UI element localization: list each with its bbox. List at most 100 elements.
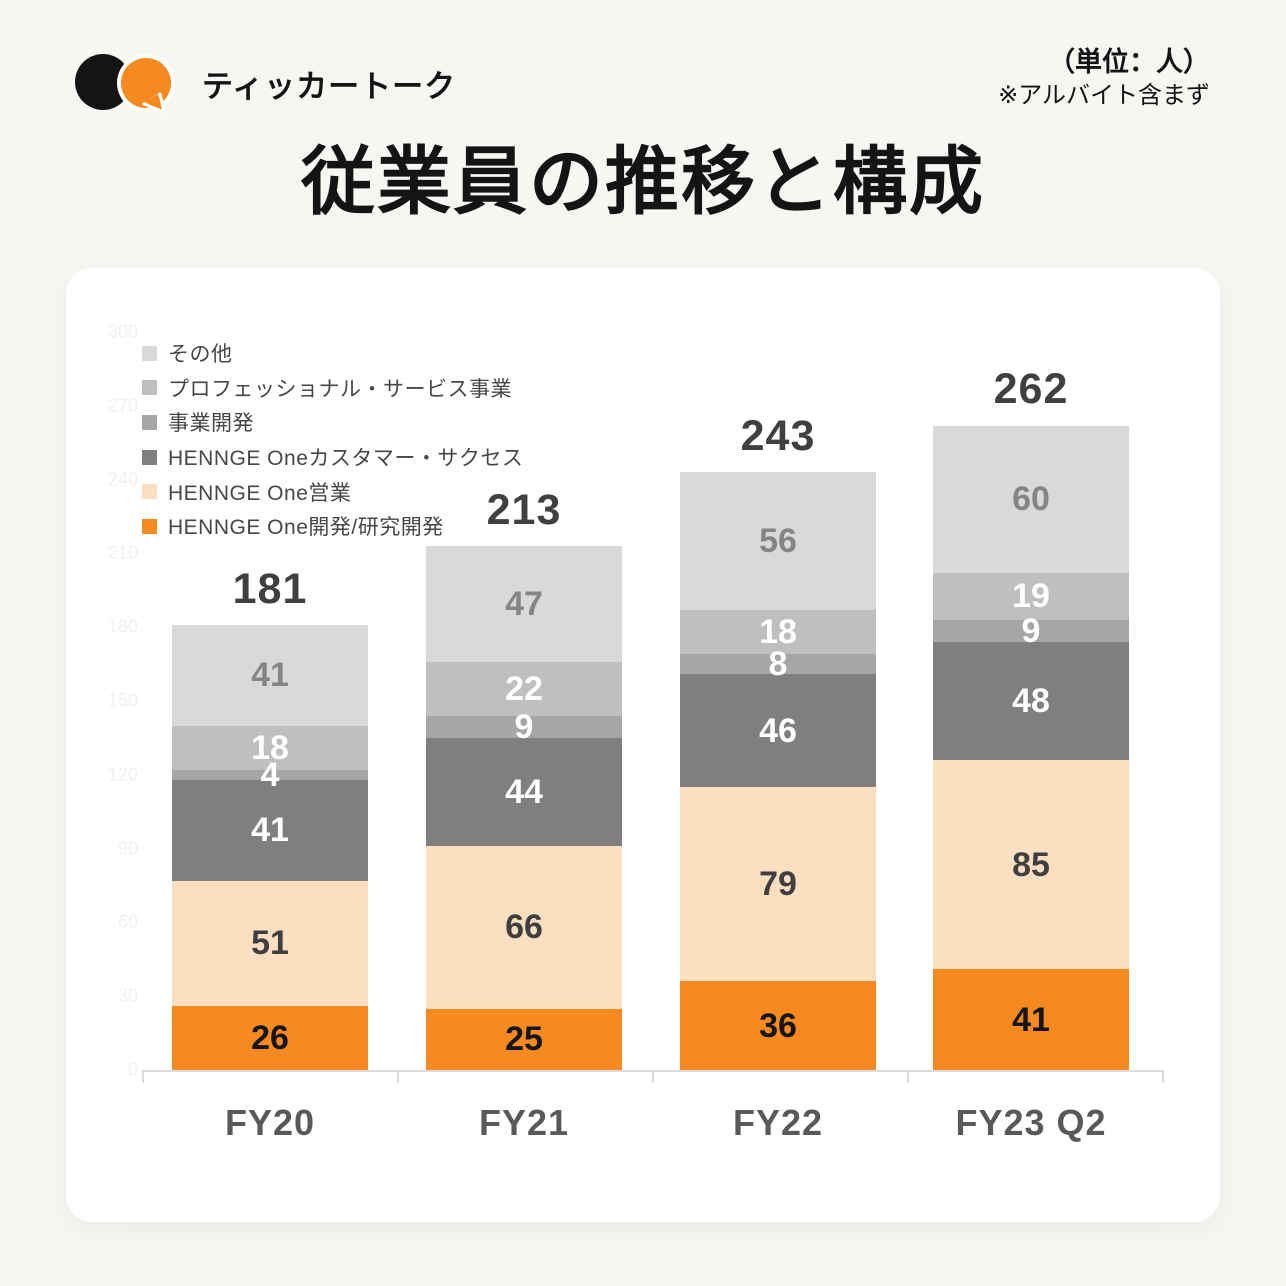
bar-segment-value: 36 [759, 1006, 797, 1045]
bar-segment-value: 8 [768, 645, 788, 684]
logo-text: ティッカートーク [202, 68, 457, 104]
bar-segment-value: 47 [505, 584, 543, 623]
x-axis-tick [397, 1070, 399, 1083]
legend-swatch-icon [142, 449, 157, 465]
bar-segment-value: 25 [505, 1020, 543, 1059]
chart-card: その他プロフェッショナル・サービス事業 事業開発 HENNGE Oneカスタマー・サ… [66, 268, 1220, 1222]
bar-segment-value: 79 [759, 865, 797, 904]
y-axis-tick-label: 120 [107, 764, 138, 785]
bar-segment-value: 22 [505, 669, 543, 708]
y-axis-tick-label: 300 [107, 321, 138, 342]
bar-segment [172, 769, 368, 780]
bar-segment [933, 641, 1129, 761]
unit-note-line1: （単位：人） [1048, 47, 1210, 77]
bar-segment [172, 624, 368, 726]
bar-segment-value: 66 [505, 908, 543, 947]
x-axis-label: FY23 Q2 [955, 1102, 1107, 1143]
logo-icon-svg [75, 54, 175, 114]
y-axis-tick-label: 90 [117, 838, 138, 859]
bar-total-label: 181 [232, 564, 308, 613]
bar-segment [426, 546, 622, 662]
bar-segment-value: 41 [251, 656, 289, 695]
legend-label: プロフェッショナル・サービス事業 [168, 377, 512, 401]
y-axis-tick-label: 60 [117, 911, 138, 932]
chart-legend: その他プロフェッショナル・サービス事業 事業開発 HENNGE Oneカスタマー・サ… [142, 336, 523, 544]
bar-segment-value: 4 [260, 755, 280, 794]
bar-segment [426, 1008, 622, 1070]
legend-item: HENNGE One開発/研究開発 [142, 509, 523, 544]
bar-segment [680, 787, 876, 982]
x-axis-tick [1162, 1070, 1164, 1083]
y-axis-tick-label: 210 [107, 542, 138, 563]
bar-segment-value: 26 [251, 1019, 289, 1058]
bar-segment-value: 51 [251, 924, 289, 963]
bar-total-label: 213 [486, 486, 562, 535]
legend-label: 事業開発 [168, 412, 254, 436]
x-axis-tick [142, 1070, 144, 1083]
logo-speech-bubbles-icon [74, 52, 186, 114]
y-axis-tick-label: 180 [107, 616, 138, 637]
bar-segment [680, 472, 876, 610]
bar-segment [680, 673, 876, 788]
bar-segment-value: 18 [251, 728, 289, 767]
x-axis-label: FY21 [478, 1102, 570, 1143]
unit-note-line2: ※アルバイト含まず [998, 82, 1210, 110]
bar-segment [172, 880, 368, 1007]
legend-item: その他 [142, 336, 523, 371]
bar-column-fy21: 25 66 44 9 22 47 [426, 268, 622, 1070]
bar-segment [933, 619, 1129, 642]
bar-segment-value: 60 [1012, 480, 1050, 519]
bar-segment [172, 1006, 368, 1070]
legend-item: HENNGE One営業 [142, 474, 523, 509]
logo: ティッカートーク [74, 52, 456, 114]
bar-segment [172, 725, 368, 770]
x-axis-label: FY20 [224, 1102, 316, 1143]
bar-segment [426, 661, 622, 716]
legend-label: HENNGE One営業 [168, 481, 352, 505]
legend-item: プロフェッショナル・サービス事業 [142, 371, 523, 406]
x-axis-label: FY22 [732, 1102, 824, 1143]
stacked-bar-chart: 0 30 60 90 120 150 180 210 240 270 300 26 51 41 4 18 41 1… [66, 268, 1220, 1222]
bar-segment-value: 85 [1012, 845, 1050, 884]
bar-segment [172, 779, 368, 881]
legend-item: 事業開発 [142, 405, 523, 440]
bar-segment [426, 715, 622, 738]
legend-swatch-icon [142, 380, 157, 396]
bar-segment-value: 9 [1021, 611, 1041, 650]
bar-segment-value: 18 [759, 613, 797, 652]
legend-swatch-icon [142, 518, 157, 534]
x-axis-tick [652, 1070, 654, 1083]
bar-column-fy23-q2: 41 85 48 9 19 60 [933, 268, 1129, 1070]
x-axis-tick [907, 1070, 909, 1083]
bar-segment [426, 846, 622, 1009]
bar-segment-value: 19 [1012, 577, 1050, 616]
bar-segment-value: 44 [505, 773, 543, 812]
y-axis-tick-label: 270 [107, 395, 138, 416]
legend-swatch-icon [142, 414, 157, 430]
legend-swatch-icon [142, 345, 157, 361]
bar-total-label: 243 [740, 412, 816, 461]
bar-segment [680, 981, 876, 1070]
bar-segment-value: 41 [1012, 1000, 1050, 1039]
y-axis-tick-label: 240 [107, 469, 138, 490]
bar-segment [933, 425, 1129, 574]
bar-column-fy20: 26 51 41 4 18 41 [172, 268, 368, 1070]
legend-label: その他 [168, 343, 233, 367]
y-axis-tick-label: 30 [117, 985, 138, 1006]
legend-item: HENNGE Oneカスタマー・サクセス [142, 440, 523, 475]
y-axis-tick-label: 150 [107, 690, 138, 711]
bar-segment-value: 41 [251, 811, 289, 850]
legend-label: HENNGE One開発/研究開発 [168, 516, 444, 540]
y-axis-tick-label: 0 [127, 1059, 138, 1080]
page-title: 従業員の推移と構成 [301, 140, 985, 223]
bar-segment [933, 760, 1129, 970]
legend-label: HENNGE Oneカスタマー・サクセス [168, 447, 524, 471]
unit-note: （単位：人） ※アルバイト含まず [998, 44, 1210, 113]
bar-segment-value: 48 [1012, 682, 1050, 720]
bar-segment-value: 56 [759, 522, 797, 561]
bar-segment-value: 9 [514, 707, 534, 746]
bar-segment-value: 46 [759, 711, 797, 750]
bar-segment [426, 737, 622, 847]
bar-segment [680, 654, 876, 674]
bar-column-fy22: 36 79 46 8 18 56 [680, 268, 876, 1070]
